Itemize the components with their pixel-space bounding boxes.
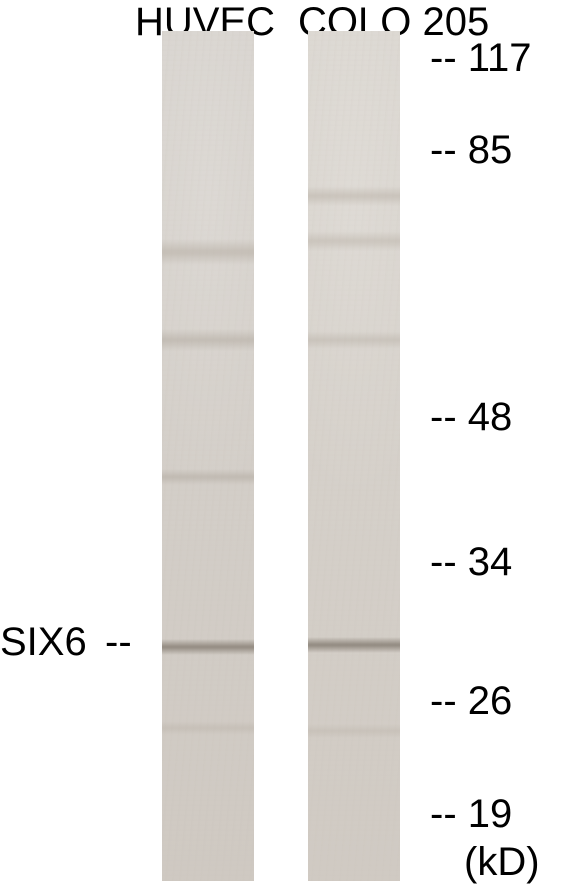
lane-huvec-band-1 — [162, 329, 254, 351]
protein-label-dash: -- — [105, 620, 132, 665]
lane-colo205-band-2 — [308, 331, 400, 349]
mw-marker-5: -- 19 — [430, 792, 512, 837]
mw-marker-3: -- 34 — [430, 540, 512, 585]
lane-colo205-band-4 — [308, 724, 400, 738]
lane-colo205-band-0 — [308, 186, 400, 206]
mw-marker-1: -- 85 — [430, 128, 512, 173]
lane-huvec-band-4 — [162, 721, 254, 735]
lane-huvec — [162, 31, 254, 881]
mw-marker-0: -- 117 — [430, 36, 532, 81]
lane-colo205-band-1 — [308, 231, 400, 251]
unit-label: (kD) — [464, 840, 540, 885]
mw-marker-4: -- 26 — [430, 679, 512, 724]
protein-label: SIX6 — [0, 620, 87, 665]
lane-huvec-band-2 — [162, 469, 254, 485]
lane-huvec-band-0 — [162, 239, 254, 265]
mw-marker-2: -- 48 — [430, 395, 512, 440]
lane-huvec-band-3 — [162, 639, 254, 655]
lane-colo205-band-3 — [308, 637, 400, 653]
lane-colo205 — [308, 31, 400, 881]
